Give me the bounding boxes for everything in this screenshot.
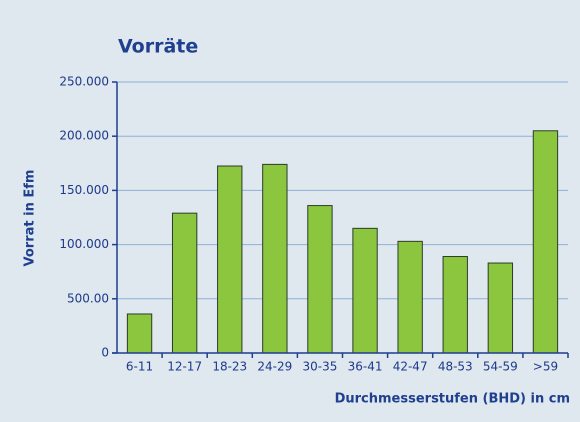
bar (442, 256, 468, 354)
y-tick-label: 100.000 (59, 237, 109, 251)
x-tick-label: 6-11 (126, 360, 153, 374)
y-tick-label: 0 (101, 346, 109, 360)
x-tick-label: 30-35 (303, 360, 338, 374)
x-tick-label: 54-59 (483, 360, 518, 374)
y-tick-label: 250.000 (59, 75, 109, 89)
bar (126, 313, 153, 354)
bar (487, 262, 514, 354)
y-tick-label: 150.000 (59, 183, 109, 197)
x-tick-label: 18-23 (212, 360, 247, 374)
x-tick-label: 42-47 (393, 360, 428, 374)
y-tick-label: 200.000 (59, 129, 109, 143)
bar (262, 163, 288, 354)
x-tick-label: 48-53 (438, 360, 473, 374)
bar (217, 165, 243, 354)
x-tick-label: 12-17 (167, 360, 202, 374)
y-axis-title: Vorrat in Efm (23, 170, 38, 267)
chart-title: Vorräte (118, 36, 198, 58)
bar (532, 130, 559, 354)
bar (352, 227, 378, 354)
x-tick-label: >59 (533, 360, 558, 374)
x-tick-label: 24-29 (257, 360, 292, 374)
y-tick-label: 500.00 (67, 291, 109, 305)
bar (171, 212, 198, 354)
x-axis-title: Durchmesserstufen (BHD) in cm (335, 392, 570, 407)
bar (397, 240, 423, 354)
x-tick-label: 36-41 (348, 360, 383, 374)
bar (307, 205, 333, 354)
